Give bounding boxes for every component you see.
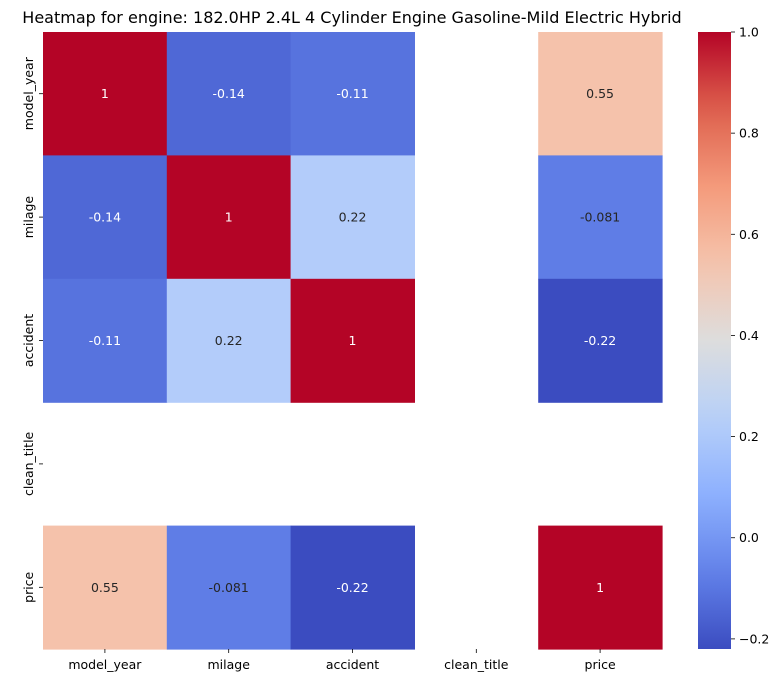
heatmap-cell [538, 278, 663, 403]
colorbar-tick-label: 0.8 [739, 126, 759, 141]
heatmap-cell [538, 32, 663, 156]
heatmap-cell [538, 525, 663, 650]
y-tick-label: model_year [21, 56, 36, 130]
y-tick-label: milage [21, 196, 36, 239]
cell-value-label: -0.11 [336, 86, 368, 101]
heatmap-cell [538, 155, 663, 280]
cell-value-label: 0.55 [91, 580, 119, 595]
colorbar-ticks: −0.2 0.0 0.2 0.4 0.6 0.8 1.0 [731, 25, 769, 646]
cell-value-label: -0.22 [584, 333, 616, 348]
heatmap-cell [166, 155, 292, 280]
heatmap-cell [43, 155, 168, 280]
y-tick-label: accident [21, 314, 36, 367]
heatmap-cell [43, 525, 168, 650]
cell-value-label: -0.22 [336, 580, 368, 595]
cell-value-label: 0.22 [215, 333, 243, 348]
heatmap-cell [166, 525, 292, 650]
cell-value-label: 1 [596, 580, 604, 595]
cell-value-label: -0.081 [209, 580, 249, 595]
colorbar-bar [698, 32, 731, 649]
colorbar-tick-label: 0.6 [739, 227, 759, 242]
colorbar-tick-label: 0.0 [739, 530, 759, 545]
heatmap-cell [166, 32, 292, 156]
x-tick-label: model_year [68, 657, 142, 672]
cell-value-label: 1 [101, 86, 109, 101]
heatmap-cell [43, 32, 168, 156]
heatmap-cells [43, 32, 663, 650]
y-tick-label: clean_title [21, 431, 36, 496]
colorbar: −0.2 0.0 0.2 0.4 0.6 0.8 1.0 [698, 25, 769, 649]
cell-value-label: 0.55 [586, 86, 614, 101]
heatmap-cell [290, 278, 415, 403]
heatmap-cell [290, 155, 415, 280]
heatmap-cell [43, 278, 168, 403]
cell-value-label: -0.11 [89, 333, 121, 348]
cell-value-label: 0.22 [339, 210, 367, 225]
heatmap-cell-labels: 1 -0.14 -0.11 0.55 -0.14 1 0.22 -0.081 -0.11 0.22… [89, 86, 621, 595]
x-axis: model_year milage accident clean_title price [68, 649, 616, 672]
colorbar-tick-label: 0.2 [739, 429, 759, 444]
x-tick-label: price [585, 657, 616, 672]
cell-value-label: 1 [225, 210, 233, 225]
x-tick-label: clean_title [444, 657, 509, 672]
colorbar-tick-label: 0.4 [739, 328, 759, 343]
colorbar-tick-label: −0.2 [739, 631, 769, 646]
y-tick-label: price [21, 571, 36, 602]
heatmap-cell [166, 278, 292, 403]
cell-value-label: -0.14 [89, 210, 121, 225]
colorbar-tick-label: 1.0 [739, 25, 759, 40]
heatmap-cell [290, 525, 415, 650]
heatmap-cell [290, 32, 415, 156]
cell-value-label: 1 [349, 333, 357, 348]
cell-value-label: -0.081 [580, 210, 620, 225]
x-tick-label: accident [326, 657, 379, 672]
chart-title: Heatmap for engine: 182.0HP 2.4L 4 Cylin… [22, 8, 681, 27]
x-tick-label: milage [207, 657, 250, 672]
cell-value-label: -0.14 [213, 86, 245, 101]
